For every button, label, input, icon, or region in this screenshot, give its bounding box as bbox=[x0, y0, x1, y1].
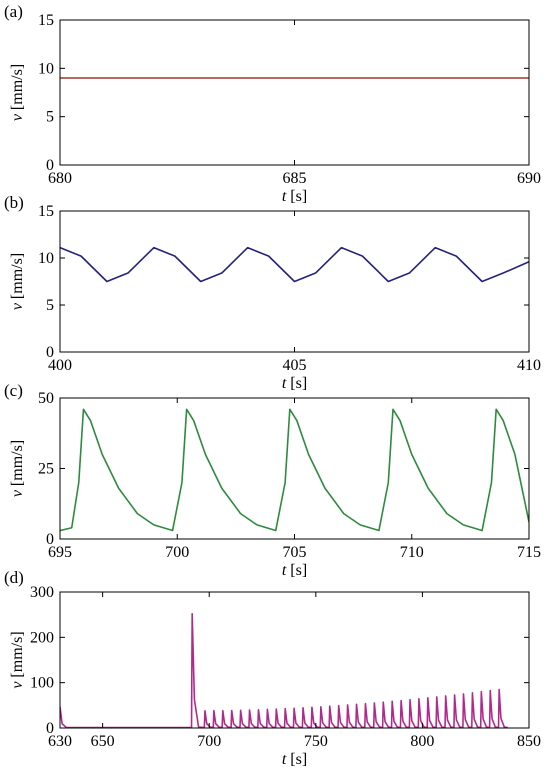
x-tick-label: 405 bbox=[283, 357, 307, 374]
y-axis-label: v [mm/s] bbox=[9, 631, 26, 688]
y-tick-label: 0 bbox=[46, 531, 54, 548]
y-tick-label: 50 bbox=[38, 390, 54, 407]
panel-label: (b) bbox=[4, 193, 24, 212]
panel-label: (a) bbox=[4, 2, 23, 21]
y-tick-label: 200 bbox=[30, 629, 54, 646]
series-line bbox=[60, 246, 529, 283]
plot-frame bbox=[59, 397, 530, 540]
y-tick-label: 0 bbox=[46, 157, 54, 174]
y-tick-label: 25 bbox=[38, 461, 54, 478]
chart-panel-2: 400 405 410 0 5 10 15 t [s] v [mm/s] (b) bbox=[4, 193, 541, 392]
x-tick-label: 630 bbox=[48, 733, 72, 750]
panel-label: (d) bbox=[4, 568, 24, 587]
x-axis-label: t [s] bbox=[282, 375, 307, 392]
x-tick-label: 700 bbox=[165, 544, 189, 561]
x-tick-label: 800 bbox=[410, 733, 434, 750]
x-tick-label: 410 bbox=[517, 357, 541, 374]
x-axis-label: t [s] bbox=[282, 562, 307, 579]
chart-panel-1: 680 685 690 0 5 10 15 t [s] v [mm/s] (a) bbox=[4, 2, 541, 205]
x-tick-label: 680 bbox=[48, 170, 72, 187]
y-tick-label: 15 bbox=[38, 12, 54, 29]
y-tick-label: 10 bbox=[38, 250, 54, 267]
x-tick-label: 400 bbox=[48, 357, 72, 374]
chart-panel-3: 695 700 705 710 715 0 25 50 t [s] v [mm/s] (c) bbox=[4, 381, 541, 579]
x-tick-label: 695 bbox=[48, 544, 72, 561]
series-line bbox=[60, 612, 508, 728]
y-tick-label: 100 bbox=[30, 675, 54, 692]
x-tick-label: 685 bbox=[283, 170, 307, 187]
x-axis-label: t [s] bbox=[282, 188, 307, 205]
x-tick-label: 690 bbox=[517, 170, 541, 187]
x-tick-label: 750 bbox=[304, 733, 328, 750]
plot-frame bbox=[59, 591, 530, 729]
y-tick-label: 300 bbox=[30, 584, 54, 601]
y-tick-label: 0 bbox=[46, 720, 54, 737]
x-tick-label: 715 bbox=[517, 544, 541, 561]
panel-label: (c) bbox=[4, 381, 23, 400]
x-tick-label: 705 bbox=[283, 544, 307, 561]
y-tick-label: 0 bbox=[46, 344, 54, 361]
x-axis-label: t [s] bbox=[282, 751, 307, 768]
x-tick-label: 650 bbox=[91, 733, 115, 750]
y-axis-label: v [mm/s] bbox=[9, 253, 26, 310]
chart-panel-4: 630 650 700 750 800 850 0 100 200 300 t [s] v [mm/s… bbox=[4, 568, 541, 768]
y-tick-label: 15 bbox=[38, 203, 54, 220]
plot-frame bbox=[59, 19, 530, 166]
series-line bbox=[60, 408, 529, 532]
y-axis-label: v [mm/s] bbox=[9, 440, 26, 497]
x-tick-label: 700 bbox=[197, 733, 221, 750]
x-tick-label: 710 bbox=[400, 544, 424, 561]
y-axis-label: v [mm/s] bbox=[9, 64, 26, 121]
y-tick-label: 5 bbox=[46, 109, 54, 126]
y-tick-label: 10 bbox=[38, 60, 54, 77]
x-tick-label: 850 bbox=[517, 733, 541, 750]
y-tick-label: 5 bbox=[46, 297, 54, 314]
